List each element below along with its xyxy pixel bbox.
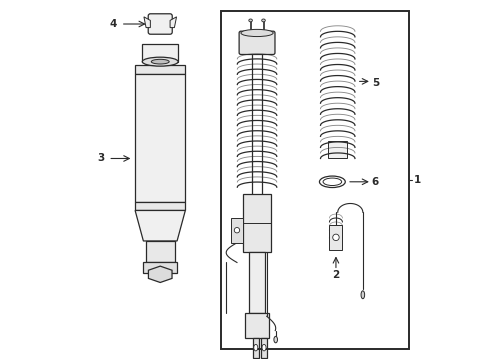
Text: 1: 1 <box>413 175 420 185</box>
Polygon shape <box>170 17 176 28</box>
FancyBboxPatch shape <box>148 14 172 34</box>
Text: 5: 5 <box>371 78 378 88</box>
Bar <box>327 140 346 158</box>
Bar <box>145 241 174 262</box>
Ellipse shape <box>332 234 339 240</box>
Bar <box>329 225 342 250</box>
Ellipse shape <box>319 176 345 188</box>
Ellipse shape <box>262 345 265 351</box>
Bar <box>252 338 258 357</box>
FancyBboxPatch shape <box>239 31 274 54</box>
Bar <box>230 218 243 243</box>
Bar <box>143 262 177 273</box>
Bar <box>135 74 185 202</box>
Ellipse shape <box>273 336 277 343</box>
Bar <box>249 252 264 313</box>
Ellipse shape <box>360 291 364 299</box>
Bar <box>142 44 178 62</box>
Ellipse shape <box>151 59 169 64</box>
Polygon shape <box>135 211 185 241</box>
Ellipse shape <box>253 345 257 351</box>
Ellipse shape <box>323 178 341 185</box>
Text: 3: 3 <box>97 153 104 163</box>
Text: 2: 2 <box>332 270 339 280</box>
Ellipse shape <box>241 30 273 37</box>
Bar <box>261 338 266 357</box>
Bar <box>243 194 270 252</box>
Bar <box>221 12 408 348</box>
Ellipse shape <box>248 19 252 22</box>
Text: 6: 6 <box>371 177 378 187</box>
Ellipse shape <box>234 228 239 233</box>
Ellipse shape <box>142 57 178 66</box>
Bar <box>135 202 185 211</box>
Bar <box>245 313 268 338</box>
Bar <box>135 65 185 74</box>
Text: 4: 4 <box>110 19 117 29</box>
Ellipse shape <box>261 19 265 22</box>
Polygon shape <box>148 266 172 283</box>
Polygon shape <box>143 17 150 28</box>
